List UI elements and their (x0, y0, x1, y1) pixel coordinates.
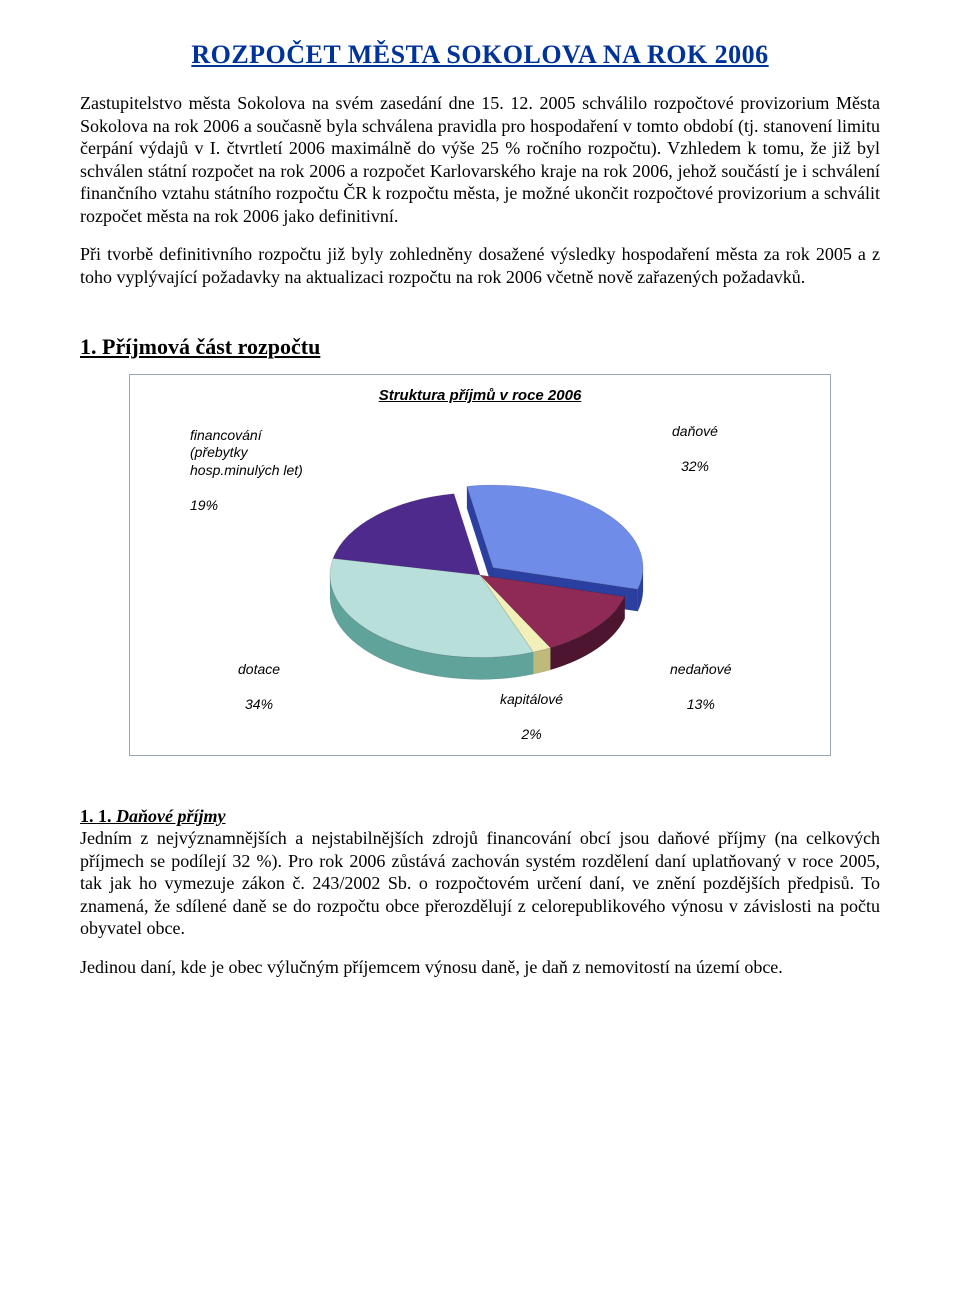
chart-value-danove: 32% (681, 458, 709, 474)
chart-label-kapitalove: kapitálové 2% (500, 673, 563, 743)
paragraph-1-text: Zastupitelstvo města Sokolova na svém za… (80, 93, 880, 226)
pie-chart (300, 465, 660, 705)
chart-label-financovani: financování (přebytky hosp.minulých let)… (190, 409, 303, 514)
pie-svg (300, 465, 660, 705)
paragraph-4: Jedinou daní, kde je obec výlučným příje… (80, 956, 880, 979)
paragraph-2: Při tvorbě definitivního rozpočtu již by… (80, 243, 880, 288)
subsection-1-1-title: Daňové příjmy (116, 806, 226, 826)
chart-value-nedanove: 13% (687, 696, 715, 712)
paragraph-1: Zastupitelstvo města Sokolova na svém za… (80, 92, 880, 227)
chart-value-kapitalove: 2% (521, 726, 541, 742)
subsection-1-1-number: 1. 1. (80, 806, 112, 826)
section-1-heading: 1. Příjmová část rozpočtu (80, 334, 880, 360)
chart-label-nedanove: nedaňové 13% (670, 643, 732, 713)
page: ROZPOČET MĚSTA SOKOLOVA NA ROK 2006 Zast… (0, 0, 960, 1301)
chart-title: Struktura příjmů v roce 2006 (379, 387, 582, 404)
chart-value-financovani: 19% (190, 497, 218, 513)
chart-label-danove: daňové 32% (672, 405, 718, 475)
paragraph-3: Jedním z nejvýznamnějších a nejstabilněj… (80, 827, 880, 940)
chart-value-dotace: 34% (245, 696, 273, 712)
chart-label-dotace: dotace 34% (238, 643, 280, 713)
page-title: ROZPOČET MĚSTA SOKOLOVA NA ROK 2006 (80, 40, 880, 70)
income-structure-chart: Struktura příjmů v roce 2006 daňové 32% … (129, 374, 831, 756)
subsection-1-1-heading: 1. 1. Daňové příjmy (80, 806, 880, 827)
